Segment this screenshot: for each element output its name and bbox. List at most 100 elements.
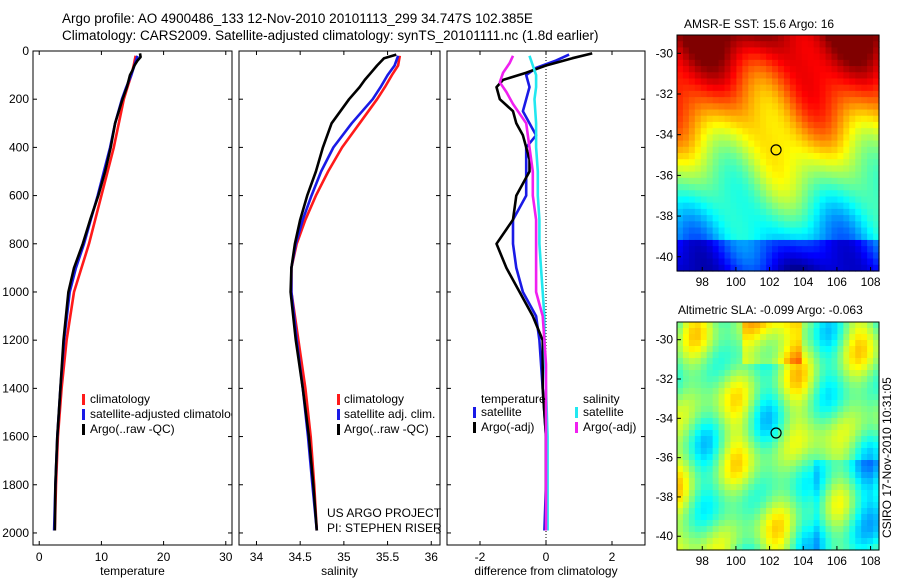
heatmap-cell [807, 496, 815, 503]
heatmap-cell [724, 90, 732, 98]
heatmap-cell [730, 41, 738, 49]
heatmap-cell [718, 239, 726, 247]
heatmap-cell [837, 66, 844, 73]
heatmap-cell [706, 436, 714, 443]
heatmap-cell [778, 208, 785, 216]
heatmap-cell [825, 202, 833, 210]
map-y-tick-label: -38 [656, 490, 674, 504]
heatmap-cell [801, 424, 809, 431]
heatmap-cell [867, 394, 874, 401]
heatmap-cell [766, 418, 773, 425]
heatmap-cell [778, 370, 785, 377]
heatmap-cell [807, 400, 815, 407]
heatmap-cell [861, 514, 868, 521]
series-line-temperature-argo-adj- [495, 52, 593, 531]
heatmap-cell [873, 328, 880, 335]
heatmap-cell [825, 246, 833, 253]
heatmap-cell [837, 177, 844, 185]
heatmap-cell [736, 208, 743, 216]
heatmap-cell [783, 109, 791, 117]
heatmap-cell [766, 364, 773, 371]
heatmap-cell [754, 103, 761, 111]
heatmap-cell [724, 134, 732, 142]
heatmap-cell [831, 388, 839, 395]
heatmap-cell [694, 53, 702, 61]
heatmap-cell [778, 508, 785, 515]
heatmap-cell [688, 496, 696, 503]
heatmap-cell [694, 400, 702, 407]
heatmap-cell [766, 215, 773, 222]
heatmap-cell [855, 72, 862, 80]
heatmap-cell [807, 412, 815, 419]
heatmap-cell [706, 334, 714, 341]
heatmap-cell [783, 246, 791, 253]
heatmap-cell [819, 394, 827, 401]
heatmap-cell [789, 346, 797, 353]
heatmap-cell [789, 370, 797, 377]
heatmap-cell [843, 115, 850, 123]
heatmap-cell [760, 90, 767, 98]
heatmap-cell [772, 153, 779, 160]
heatmap-cell [766, 352, 773, 359]
heatmap-cell [837, 448, 844, 455]
heatmap-cell [831, 538, 839, 545]
heatmap-cell [730, 146, 738, 154]
heatmap-cell [742, 239, 749, 247]
heatmap-cell [682, 246, 690, 253]
heatmap-cell [700, 526, 708, 533]
heatmap-cell [742, 520, 749, 527]
heatmap-cell [825, 84, 833, 92]
heatmap-cell [783, 406, 791, 413]
heatmap-cell [795, 78, 803, 86]
heatmap-cell [867, 140, 874, 148]
heatmap-cell [677, 382, 684, 389]
heatmap-cell [688, 246, 696, 253]
heatmap-cell [682, 346, 690, 353]
heatmap-cell [688, 72, 696, 80]
heatmap-cell [861, 382, 868, 389]
heatmap-cell [718, 454, 726, 461]
heatmap-cell [682, 472, 690, 479]
heatmap-cell [783, 66, 791, 73]
heatmap-cell [783, 84, 791, 92]
heatmap-cell [682, 418, 690, 425]
heatmap-cell [748, 227, 755, 235]
heatmap-cell [742, 460, 749, 467]
heatmap-cell [867, 78, 874, 86]
heatmap-cell [677, 140, 684, 148]
heatmap-cell [819, 177, 827, 185]
heatmap-cell [807, 478, 815, 485]
heatmap-cell [831, 346, 839, 353]
map-x-tick-label: 98 [696, 275, 710, 289]
heatmap-cell [867, 115, 874, 123]
heatmap-cell [801, 388, 809, 395]
heatmap-cell [766, 109, 773, 117]
heatmap-cell [873, 394, 880, 401]
heatmap-cell [760, 134, 767, 142]
heatmap-cell [837, 328, 844, 335]
heatmap-cell [706, 190, 714, 198]
heatmap-cell [742, 484, 749, 491]
heatmap-cell [789, 430, 797, 437]
heatmap-cell [843, 502, 850, 509]
heatmap-cell [831, 109, 839, 117]
heatmap-cell [789, 448, 797, 455]
heatmap-cell [736, 190, 743, 198]
heatmap-cell [766, 35, 773, 42]
heatmap-cell [736, 376, 743, 383]
heatmap-cell [682, 53, 690, 61]
heatmap-cell [688, 159, 696, 167]
heatmap-cell [778, 233, 785, 241]
heatmap-cell [706, 514, 714, 521]
heatmap-cell [742, 412, 749, 419]
heatmap-cell [861, 159, 868, 167]
heatmap-cell [700, 370, 708, 377]
heatmap-cell [724, 526, 732, 533]
heatmap-cell [712, 478, 720, 485]
heatmap-cell [718, 472, 726, 479]
heatmap-cell [861, 97, 868, 104]
heatmap-cell [861, 171, 868, 179]
heatmap-cell [736, 472, 743, 479]
heatmap-cell [724, 221, 732, 229]
heatmap-cell [688, 364, 696, 371]
